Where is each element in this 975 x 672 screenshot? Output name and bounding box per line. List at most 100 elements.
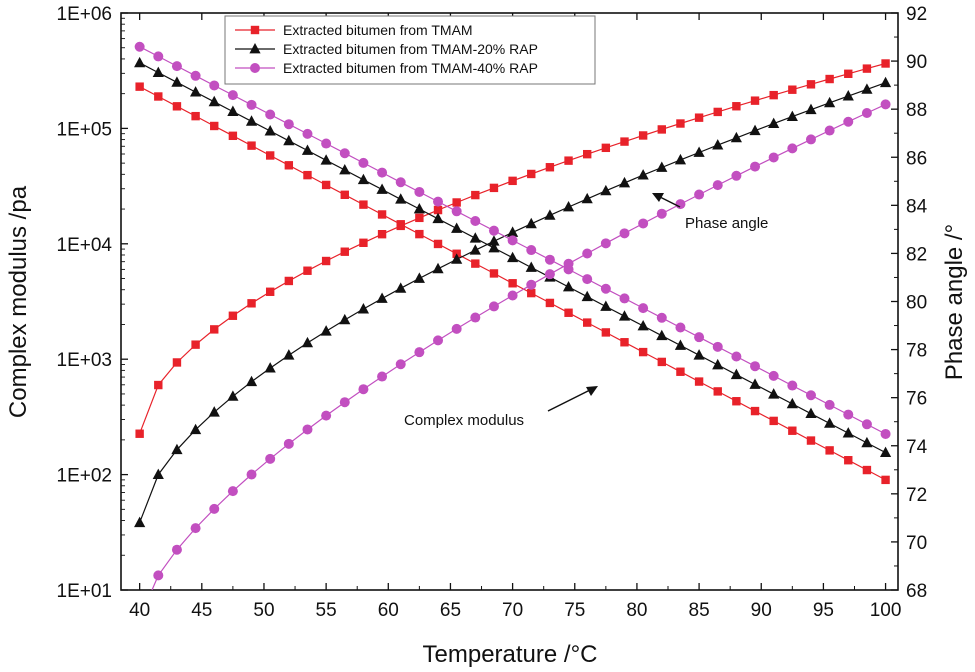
y-right-tick-label: 92	[906, 4, 927, 25]
x-tick-label: 85	[689, 600, 710, 621]
phase-angle-point	[730, 131, 742, 143]
phase-angle-point	[674, 153, 687, 165]
y-axis-right-title: Phase angle /°	[941, 224, 968, 380]
complex-modulus-point	[620, 338, 629, 347]
axes-layer: 40 45 50 55 60 65 70 75 80 85 90 95 100 1E+01 1E+02 1E+…	[57, 4, 928, 621]
phase-angle-point	[564, 156, 573, 165]
complex-modulus-point	[656, 312, 667, 323]
complex-modulus-point	[788, 426, 797, 435]
phase-angle-point	[208, 406, 220, 417]
complex-modulus-point	[358, 157, 369, 168]
legend-marker	[250, 63, 260, 73]
phase-angle-point	[283, 438, 294, 449]
series-3	[134, 41, 891, 590]
complex-modulus-point	[208, 95, 220, 107]
phase-angle-point	[190, 523, 201, 534]
phase-angle-point	[395, 282, 407, 293]
complex-modulus-point	[582, 274, 593, 285]
phase-angle-arrowhead	[652, 193, 664, 202]
y-right-tick-label: 76	[906, 389, 927, 410]
complex-modulus-point	[321, 138, 332, 149]
phase-angle-point	[712, 180, 723, 191]
complex-modulus-point	[694, 377, 704, 386]
complex-modulus-point	[488, 225, 499, 236]
phase-angle-point	[544, 269, 555, 280]
phase-angle-point	[637, 169, 649, 180]
phase-angle-point	[581, 192, 593, 204]
complex-modulus-point	[395, 193, 407, 204]
y-right-tick-label: 88	[906, 100, 927, 121]
phase-angle-point	[825, 74, 834, 84]
complex-modulus-point	[806, 436, 816, 445]
complex-modulus-arrowhead	[586, 386, 598, 396]
phase-angle-point	[750, 161, 761, 172]
complex-modulus-point	[283, 134, 295, 146]
phase-angle-point	[694, 189, 705, 200]
complex-modulus-point	[562, 280, 575, 292]
phase-angle-arrow	[657, 195, 681, 208]
complex-modulus-point	[154, 92, 163, 101]
phase-angle-point	[471, 190, 480, 200]
complex-modulus-point	[191, 111, 200, 121]
x-axis-title: Temperature /°C	[423, 641, 598, 668]
complex-modulus-point	[618, 310, 631, 321]
complex-modulus-point	[844, 456, 853, 465]
phase-angle-point	[694, 113, 704, 122]
phase-angle-point	[134, 516, 146, 528]
phase-angle-point	[824, 96, 836, 108]
complex-modulus-point	[786, 397, 798, 409]
y-right-tick-label: 84	[906, 196, 928, 217]
phase-angle-point	[618, 176, 631, 188]
complex-modulus-point	[414, 186, 425, 197]
complex-modulus-point	[731, 351, 742, 362]
legend-label: Extracted bitumen from TMAM-40% RAP	[283, 60, 538, 76]
complex-modulus-point	[768, 370, 779, 381]
phase-angle-point	[489, 183, 499, 193]
complex-modulus-point	[470, 215, 481, 226]
phase-angle-point	[769, 90, 778, 100]
y-right-tick-label: 68	[906, 581, 927, 602]
phase-angle-point	[302, 424, 313, 435]
phase-angle-point	[843, 116, 854, 127]
complex-modulus-point	[433, 239, 443, 249]
phase-angle-point	[339, 397, 350, 408]
legend-label: Extracted bitumen from TMAM-20% RAP	[283, 41, 538, 57]
complex-modulus-point	[805, 407, 817, 419]
phase-angle-point	[432, 262, 444, 274]
phase-angle-point	[320, 325, 332, 336]
phase-angle-point	[638, 131, 648, 140]
phase-angle-point	[357, 303, 370, 314]
complex-modulus-arrow	[547, 388, 593, 412]
phase-angle-point	[284, 276, 294, 286]
complex-modulus-point	[732, 397, 741, 406]
phase-angle-point	[396, 221, 405, 231]
complex-modulus-point	[432, 212, 444, 224]
complex-modulus-point	[283, 119, 294, 130]
complex-modulus-point	[694, 332, 705, 343]
complex-modulus-point	[489, 269, 499, 278]
phase-angle-point	[339, 313, 351, 325]
phase-angle-point	[227, 390, 239, 401]
phase-angle-point	[488, 235, 500, 246]
x-tick-label: 50	[253, 600, 274, 621]
complex-modulus-point	[862, 465, 872, 475]
complex-modulus-point	[134, 56, 146, 68]
phase-angle-point	[470, 312, 481, 323]
complex-modulus-point	[544, 254, 555, 265]
complex-modulus-point	[135, 82, 144, 91]
legend-marker	[249, 43, 261, 54]
complex-modulus-point	[693, 349, 705, 360]
complex-modulus-point	[881, 475, 890, 485]
complex-modulus-point	[601, 328, 611, 337]
complex-modulus-point	[152, 66, 164, 77]
y-right-tick-label: 80	[906, 293, 927, 314]
phase-angle-point	[601, 143, 611, 153]
complex-modulus-point	[824, 399, 835, 410]
complex-modulus-point	[842, 427, 854, 438]
complex-modulus-point	[415, 229, 424, 239]
complex-modulus-point	[171, 76, 183, 87]
complex-modulus-point	[209, 80, 220, 91]
phase-angle-point	[376, 292, 388, 303]
phase-angle-point	[264, 362, 276, 373]
complex-modulus-point	[768, 388, 780, 399]
